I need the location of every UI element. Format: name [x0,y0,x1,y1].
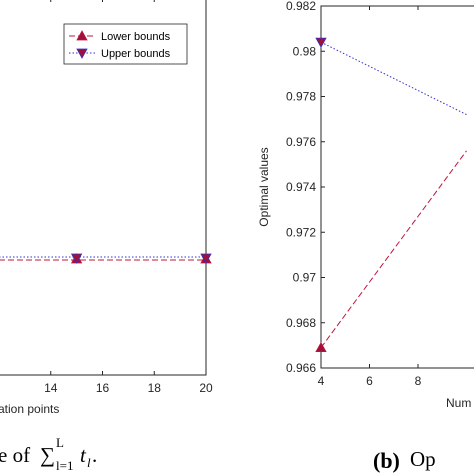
panel-a-x-tick-label: 14 [44,381,58,395]
panel-b-y-tick-label: 0.974 [286,180,316,194]
svg-text:l=1: l=1 [56,458,73,473]
panel-b-lower-point [315,341,327,353]
svg-text:.: . [92,443,97,467]
panel-b-caption-label: (b) [373,448,400,473]
panel-a-series [0,253,212,264]
panel-a-caption: e of ∑ L l=1 t l . [0,435,97,473]
panel-b-series [315,37,467,353]
panel-a-upper-point [200,253,212,264]
panel-b-x-tick-label: 4 [318,374,325,388]
panel-b-y-tick-label: 0.968 [286,316,316,330]
svg-text:L: L [56,435,64,450]
svg-text:e of: e of [0,443,30,467]
panel-b-caption-text: Op [410,447,436,471]
panel-b-y-tick-label: 0.976 [286,135,316,149]
legend-lower-label: Lower bounds [101,31,171,43]
panel-b-y-tick-label: 0.98 [293,44,317,58]
svg-text:t: t [80,443,87,467]
legend-upper-label: Upper bounds [101,48,171,60]
panel-b-y-tick-label: 0.966 [286,361,316,375]
panel-a-xlabel: ation points [0,402,59,416]
panel-b-x-ticks: 4 6 8 [318,6,422,388]
panel-b-x-tick-label: 6 [366,374,373,388]
svg-text:l: l [87,455,91,470]
panel-b-y-ticks: 0.966 0.968 0.97 0.972 0.974 0.976 0.978 0.98 0.… [286,0,325,375]
panel-a-upper-point [70,253,83,264]
panel-b-y-tick-label: 0.972 [286,225,316,239]
panel-a: 14 16 18 20 ation points Lower bounds Upper… [0,0,213,473]
panel-b-y-tick-label: 0.982 [286,0,316,13]
panel-b-xlabel: Num [446,396,471,410]
panel-a-x-tick-label: 18 [148,381,162,395]
panel-b-upper-point [315,37,327,49]
panel-a-x-tick-label: 16 [96,381,110,395]
panel-b: 0.966 0.968 0.97 0.972 0.974 0.976 0.978 0.98 0.… [257,0,474,473]
legend: Lower bounds Upper bounds [63,23,188,65]
panel-b-y-tick-label: 0.97 [293,271,317,285]
legend-box [63,23,188,65]
panel-b-upper-line [320,41,467,116]
panel-b-ylabel: Optimal values [257,147,271,226]
svg-text:∑: ∑ [40,443,55,467]
panel-b-axes-box [320,5,474,369]
panel-b-y-tick-label: 0.978 [286,90,316,104]
panel-b-lower-line [320,150,467,348]
panel-a-x-ticks: 14 16 18 20 [44,0,213,395]
legend-upper-marker [76,48,88,59]
panel-b-x-tick-label: 8 [415,374,422,388]
panel-a-x-tick-label: 20 [199,381,213,395]
legend-lower-marker [76,30,88,41]
